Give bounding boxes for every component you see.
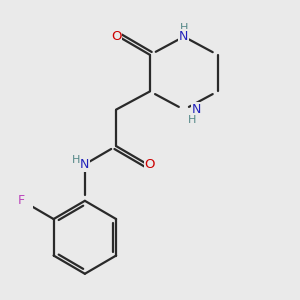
Text: N: N — [80, 158, 89, 171]
Text: H: H — [72, 154, 81, 165]
Text: F: F — [17, 194, 25, 207]
Text: O: O — [111, 30, 122, 43]
Text: H: H — [180, 23, 188, 33]
Text: H: H — [188, 115, 196, 125]
Text: N: N — [192, 103, 201, 116]
Text: O: O — [145, 158, 155, 171]
Text: N: N — [179, 30, 189, 43]
